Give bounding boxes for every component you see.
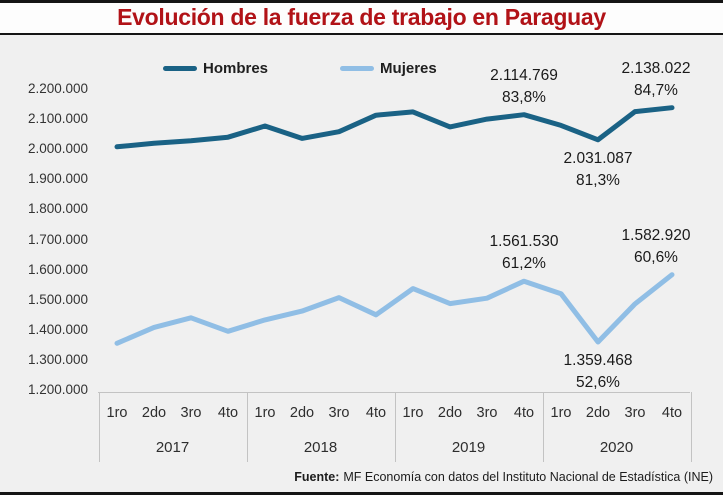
- annotation-hombres-11: 2.114.769 83,8%: [462, 65, 586, 109]
- annotation-value: 1.561.530: [489, 233, 559, 251]
- year-separator-line: [246, 392, 248, 462]
- series-line-mujeres: [114, 272, 675, 346]
- x-axis-quarter-label: 1ro: [402, 405, 424, 421]
- title-bar: Evolución de la fuerza de trabajo en Par…: [0, 3, 723, 32]
- x-axis-quarter-label: 2do: [289, 405, 315, 421]
- x-axis-quarter-label: 3ro: [476, 405, 498, 421]
- year-separator-line: [98, 392, 100, 462]
- year-separator-line: [542, 392, 544, 462]
- series-line-hombres: [114, 105, 675, 150]
- y-axis-tick: 1.200.000: [27, 382, 88, 397]
- x-axis-quarter-label: 3ro: [180, 405, 202, 421]
- annotation-percent: 83,8%: [502, 88, 546, 106]
- annotation-mujeres-11: 1.561.530 61,2%: [462, 231, 586, 275]
- chart-title: Evolución de la fuerza de trabajo en Par…: [117, 4, 606, 30]
- x-axis-quarter-label: 2do: [585, 405, 611, 421]
- x-axis-quarter-label: 2do: [437, 405, 463, 421]
- annotation-value: 1.359.468: [563, 352, 633, 369]
- x-axis-quarter-label: 3ro: [328, 405, 350, 421]
- y-axis-tick: 1.300.000: [27, 351, 88, 367]
- annotation-percent: 61,2%: [502, 255, 546, 273]
- x-axis-year-label: 2018: [303, 439, 338, 456]
- annotation-mujeres-13: 1.359.468 52,6%: [536, 350, 660, 394]
- top-border-rule: [0, 0, 723, 3]
- x-axis-year-label: 2019: [451, 439, 486, 456]
- x-axis-quarter-label: 4to: [513, 405, 535, 421]
- year-separator-line: [690, 392, 692, 462]
- y-axis-tick: 2.000.000: [27, 141, 88, 157]
- annotation-percent: 84,7%: [634, 81, 678, 99]
- x-axis-quarter-label: 4to: [365, 405, 387, 421]
- source-label: Fuente:: [294, 470, 340, 484]
- legend-item-mujeres: Mujeres: [340, 60, 437, 77]
- annotation-value: 1.582.920: [621, 226, 691, 244]
- annotation-value: 2.114.769: [490, 66, 558, 84]
- title-divider-rule: [0, 33, 723, 35]
- y-axis-tick: 1.600.000: [27, 261, 88, 277]
- legend-label-mujeres: Mujeres: [380, 60, 437, 77]
- y-axis-tick: 2.200.000: [27, 81, 88, 96]
- y-axis-tick: 1.500.000: [27, 291, 88, 307]
- x-axis-quarter-label: 2do: [141, 405, 167, 421]
- source-text: MF Economía con datos del Instituto Naci…: [343, 470, 713, 484]
- x-axis-year-label: 2020: [599, 439, 634, 456]
- chart-area: Hombres Mujeres 2.200.000 2.100.000 2.000.…: [0, 35, 723, 492]
- annotation-value: 2.031.087: [563, 149, 633, 167]
- annotation-hombres-15: 2.138.022 84,7%: [594, 58, 718, 102]
- x-axis-quarter-label: 1ro: [550, 405, 572, 421]
- x-axis-quarter-label: 1ro: [106, 405, 128, 421]
- y-axis-tick: 1.400.000: [27, 321, 88, 337]
- bottom-border-rule: [0, 492, 723, 495]
- x-axis-year-label: 2017: [155, 439, 190, 456]
- x-axis-quarter-label: 3ro: [624, 405, 646, 421]
- annotation-mujeres-15: 1.582.920 60,6%: [594, 225, 718, 269]
- y-axis-tick: 1.900.000: [27, 171, 88, 187]
- y-axis-tick: 2.100.000: [27, 111, 88, 127]
- mujeres-line-swatch: [340, 66, 375, 71]
- source-note: Fuente: MF Economía con datos del Institu…: [294, 470, 713, 484]
- x-axis-line: [98, 392, 690, 393]
- annotation-percent: 60,6%: [634, 248, 678, 266]
- legend-label-hombres: Hombres: [203, 60, 269, 77]
- chart-legend: Hombres Mujeres: [163, 60, 437, 77]
- x-axis-quarter-label: 1ro: [254, 405, 276, 421]
- legend-item-hombres: Hombres: [163, 60, 268, 77]
- y-axis-tick: 1.700.000: [27, 231, 88, 247]
- annotation-hombres-13: 2.031.087 81,3%: [536, 148, 660, 192]
- annotation-value: 2.138.022: [621, 59, 691, 77]
- hombres-line-swatch: [163, 66, 197, 71]
- y-axis-tick: 1.800.000: [27, 201, 88, 217]
- year-separator-line: [394, 392, 396, 462]
- x-axis-quarter-label: 4to: [217, 405, 239, 421]
- x-axis-quarter-label: 4to: [661, 405, 683, 421]
- annotation-percent: 52,6%: [576, 374, 620, 391]
- annotation-percent: 81,3%: [576, 171, 620, 189]
